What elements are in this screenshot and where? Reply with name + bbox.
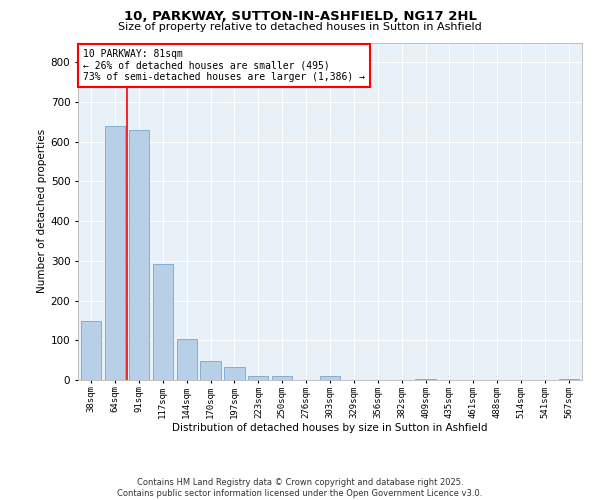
Bar — [272, 376, 292, 380]
Bar — [81, 321, 101, 380]
Bar — [320, 376, 340, 380]
Bar — [129, 130, 149, 380]
Bar — [152, 264, 173, 380]
Text: 10, PARKWAY, SUTTON-IN-ASHFIELD, NG17 2HL: 10, PARKWAY, SUTTON-IN-ASHFIELD, NG17 2H… — [124, 10, 476, 23]
Bar — [248, 376, 268, 380]
Bar — [224, 368, 245, 380]
Text: Contains HM Land Registry data © Crown copyright and database right 2025.
Contai: Contains HM Land Registry data © Crown c… — [118, 478, 482, 498]
Y-axis label: Number of detached properties: Number of detached properties — [37, 129, 47, 294]
X-axis label: Distribution of detached houses by size in Sutton in Ashfield: Distribution of detached houses by size … — [172, 424, 488, 434]
Bar — [176, 339, 197, 380]
Bar — [415, 379, 436, 380]
Bar — [200, 361, 221, 380]
Bar — [105, 126, 125, 380]
Bar — [559, 379, 579, 380]
Text: 10 PARKWAY: 81sqm
← 26% of detached houses are smaller (495)
73% of semi-detache: 10 PARKWAY: 81sqm ← 26% of detached hous… — [83, 50, 365, 82]
Text: Size of property relative to detached houses in Sutton in Ashfield: Size of property relative to detached ho… — [118, 22, 482, 32]
